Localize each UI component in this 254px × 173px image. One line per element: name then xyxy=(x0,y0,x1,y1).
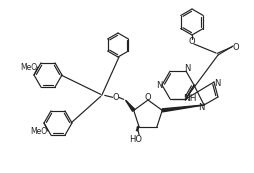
Text: HO: HO xyxy=(128,135,141,144)
Text: O: O xyxy=(232,43,238,52)
Text: N: N xyxy=(155,80,162,89)
Polygon shape xyxy=(125,100,134,111)
Text: NH: NH xyxy=(183,94,196,103)
Text: O: O xyxy=(188,38,195,47)
Polygon shape xyxy=(162,105,203,112)
Text: MeO: MeO xyxy=(30,126,47,135)
Text: N: N xyxy=(213,79,219,88)
Text: MeO: MeO xyxy=(20,62,37,71)
Text: O: O xyxy=(144,93,151,102)
Text: N: N xyxy=(197,103,203,112)
Text: O: O xyxy=(112,93,119,102)
Text: N: N xyxy=(183,64,189,73)
